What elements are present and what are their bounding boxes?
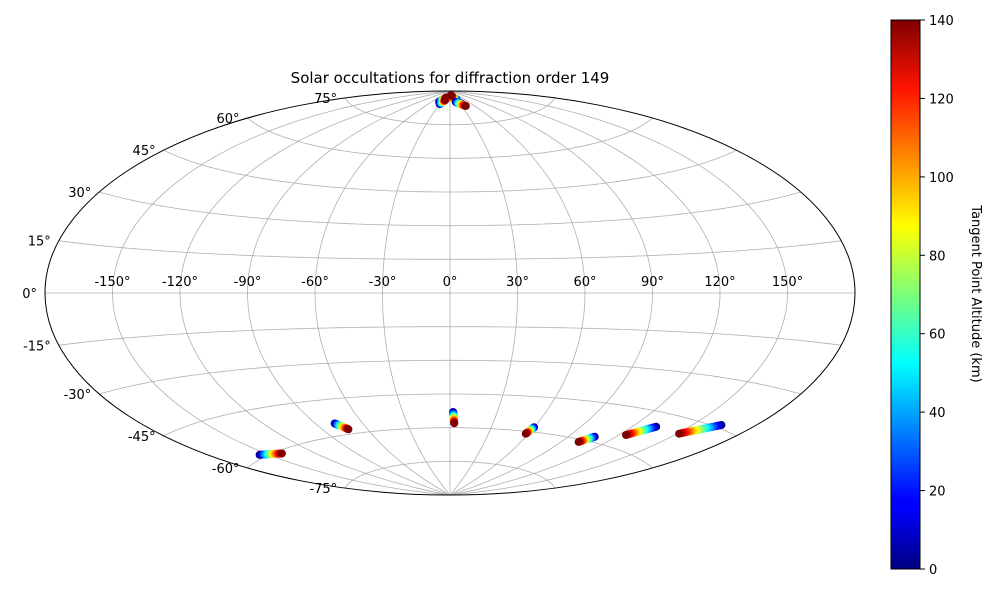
parallel-line	[247, 117, 653, 159]
x-tick-label: -120°	[162, 275, 198, 290]
parallel-line	[99, 359, 801, 395]
colorbar-tick-label: 80	[929, 249, 946, 264]
data-point	[447, 91, 456, 100]
parallel-line	[163, 149, 737, 193]
x-tick-label: 90°	[641, 275, 664, 290]
colorbar-tick-label: 100	[929, 171, 954, 186]
x-tick-label: -30°	[369, 275, 397, 290]
parallel-line	[99, 191, 801, 227]
parallel-line	[163, 393, 737, 437]
y-tick-label: -60°	[212, 462, 240, 477]
colorbar-tick-label: 40	[929, 406, 946, 421]
x-tick-label: 60°	[573, 275, 596, 290]
x-tick-label: 150°	[772, 275, 803, 290]
parallel-line	[344, 97, 556, 126]
colorbar-ticks: 0 20 40 60 80 100 120 140	[920, 14, 954, 578]
data-point	[344, 425, 353, 434]
y-tick-label: 15°	[28, 235, 51, 250]
data-point	[461, 101, 470, 110]
y-tick-label: -30°	[64, 388, 92, 403]
parallel-line	[344, 460, 556, 489]
x-tick-label: -60°	[301, 275, 329, 290]
x-tick-label: 120°	[704, 275, 735, 290]
colorbar-tick-label: 60	[929, 328, 946, 343]
data-point	[277, 449, 286, 458]
map-grid	[45, 91, 855, 495]
data-points	[255, 91, 726, 459]
x-tick-label: 0°	[443, 275, 458, 290]
colorbar-tick-label: 0	[929, 563, 937, 578]
y-tick-label: -15°	[23, 339, 51, 354]
colorbar-tick-label: 120	[929, 92, 954, 107]
x-tick-label: -150°	[94, 275, 130, 290]
y-tick-label: -75°	[309, 482, 337, 497]
data-point	[574, 437, 583, 446]
y-tick-label: 0°	[22, 287, 37, 302]
data-point	[521, 429, 530, 438]
x-tick-label: -90°	[234, 275, 262, 290]
x-tick-label: 30°	[506, 275, 529, 290]
parallel-line	[58, 240, 842, 260]
y-tick-label: -45°	[128, 430, 156, 445]
colorbar-tick-label: 20	[929, 485, 946, 500]
data-point	[675, 429, 684, 438]
x-tick-labels: -150° -120° -90° -60° -30° 0° 30° 60° 90° 120° 150…	[94, 275, 803, 290]
data-point	[622, 431, 630, 439]
data-point	[441, 95, 450, 104]
parallel-line	[58, 326, 842, 346]
colorbar: 0 20 40 60 80 100 120 140 Tangent Point Altitud…	[890, 14, 983, 578]
y-tick-label: 75°	[314, 92, 337, 107]
y-tick-labels: -75° -60° -45° -30° -15° 0° 15° 30° 45° 60° 75°	[22, 92, 337, 497]
colorbar-gradient	[890, 19, 921, 570]
colorbar-tick-label: 140	[929, 14, 954, 29]
y-tick-label: 60°	[216, 112, 239, 127]
map-boundary	[44, 90, 856, 496]
data-point	[450, 419, 459, 428]
chart-title: Solar occultations for diffraction order…	[291, 69, 610, 87]
parallel-line	[247, 427, 653, 469]
y-tick-label: 45°	[133, 144, 156, 159]
y-tick-label: 30°	[68, 186, 91, 201]
colorbar-label: Tangent Point Altitude (km)	[968, 204, 983, 382]
